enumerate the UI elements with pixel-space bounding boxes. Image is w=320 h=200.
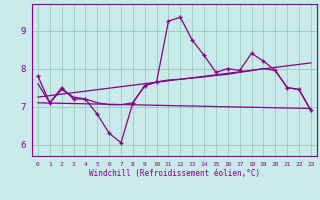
X-axis label: Windchill (Refroidissement éolien,°C): Windchill (Refroidissement éolien,°C)	[89, 169, 260, 178]
